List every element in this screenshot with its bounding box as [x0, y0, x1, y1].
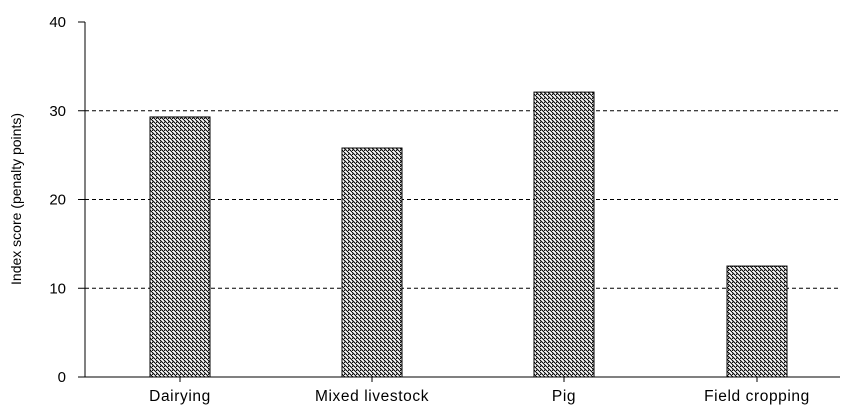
- y-tick-label-0: 0: [58, 369, 66, 386]
- bars: [149, 91, 788, 378]
- y-axis-label: Index score (penalty points): [8, 113, 24, 285]
- x-category-label-field-cropping: Field cropping: [704, 388, 810, 405]
- x-category-labels: Dairying Mixed livestock Pig Field cropping: [149, 388, 810, 405]
- bar-dairying: [149, 116, 211, 378]
- y-tick-label-10: 10: [49, 280, 66, 297]
- bar-pig: [533, 91, 595, 378]
- bar-field-cropping: [726, 265, 788, 378]
- y-tick-label-20: 20: [49, 192, 66, 209]
- y-tick-labels: 0 10 20 30 40: [49, 14, 66, 386]
- x-category-label-dairying: Dairying: [149, 388, 211, 405]
- axes: [78, 21, 840, 382]
- y-tick-label-40: 40: [49, 14, 66, 31]
- x-category-label-mixed-livestock: Mixed livestock: [315, 388, 429, 405]
- y-tick-label-30: 30: [49, 103, 66, 120]
- x-category-label-pig: Pig: [552, 388, 576, 405]
- bar-mixed-livestock: [341, 147, 403, 378]
